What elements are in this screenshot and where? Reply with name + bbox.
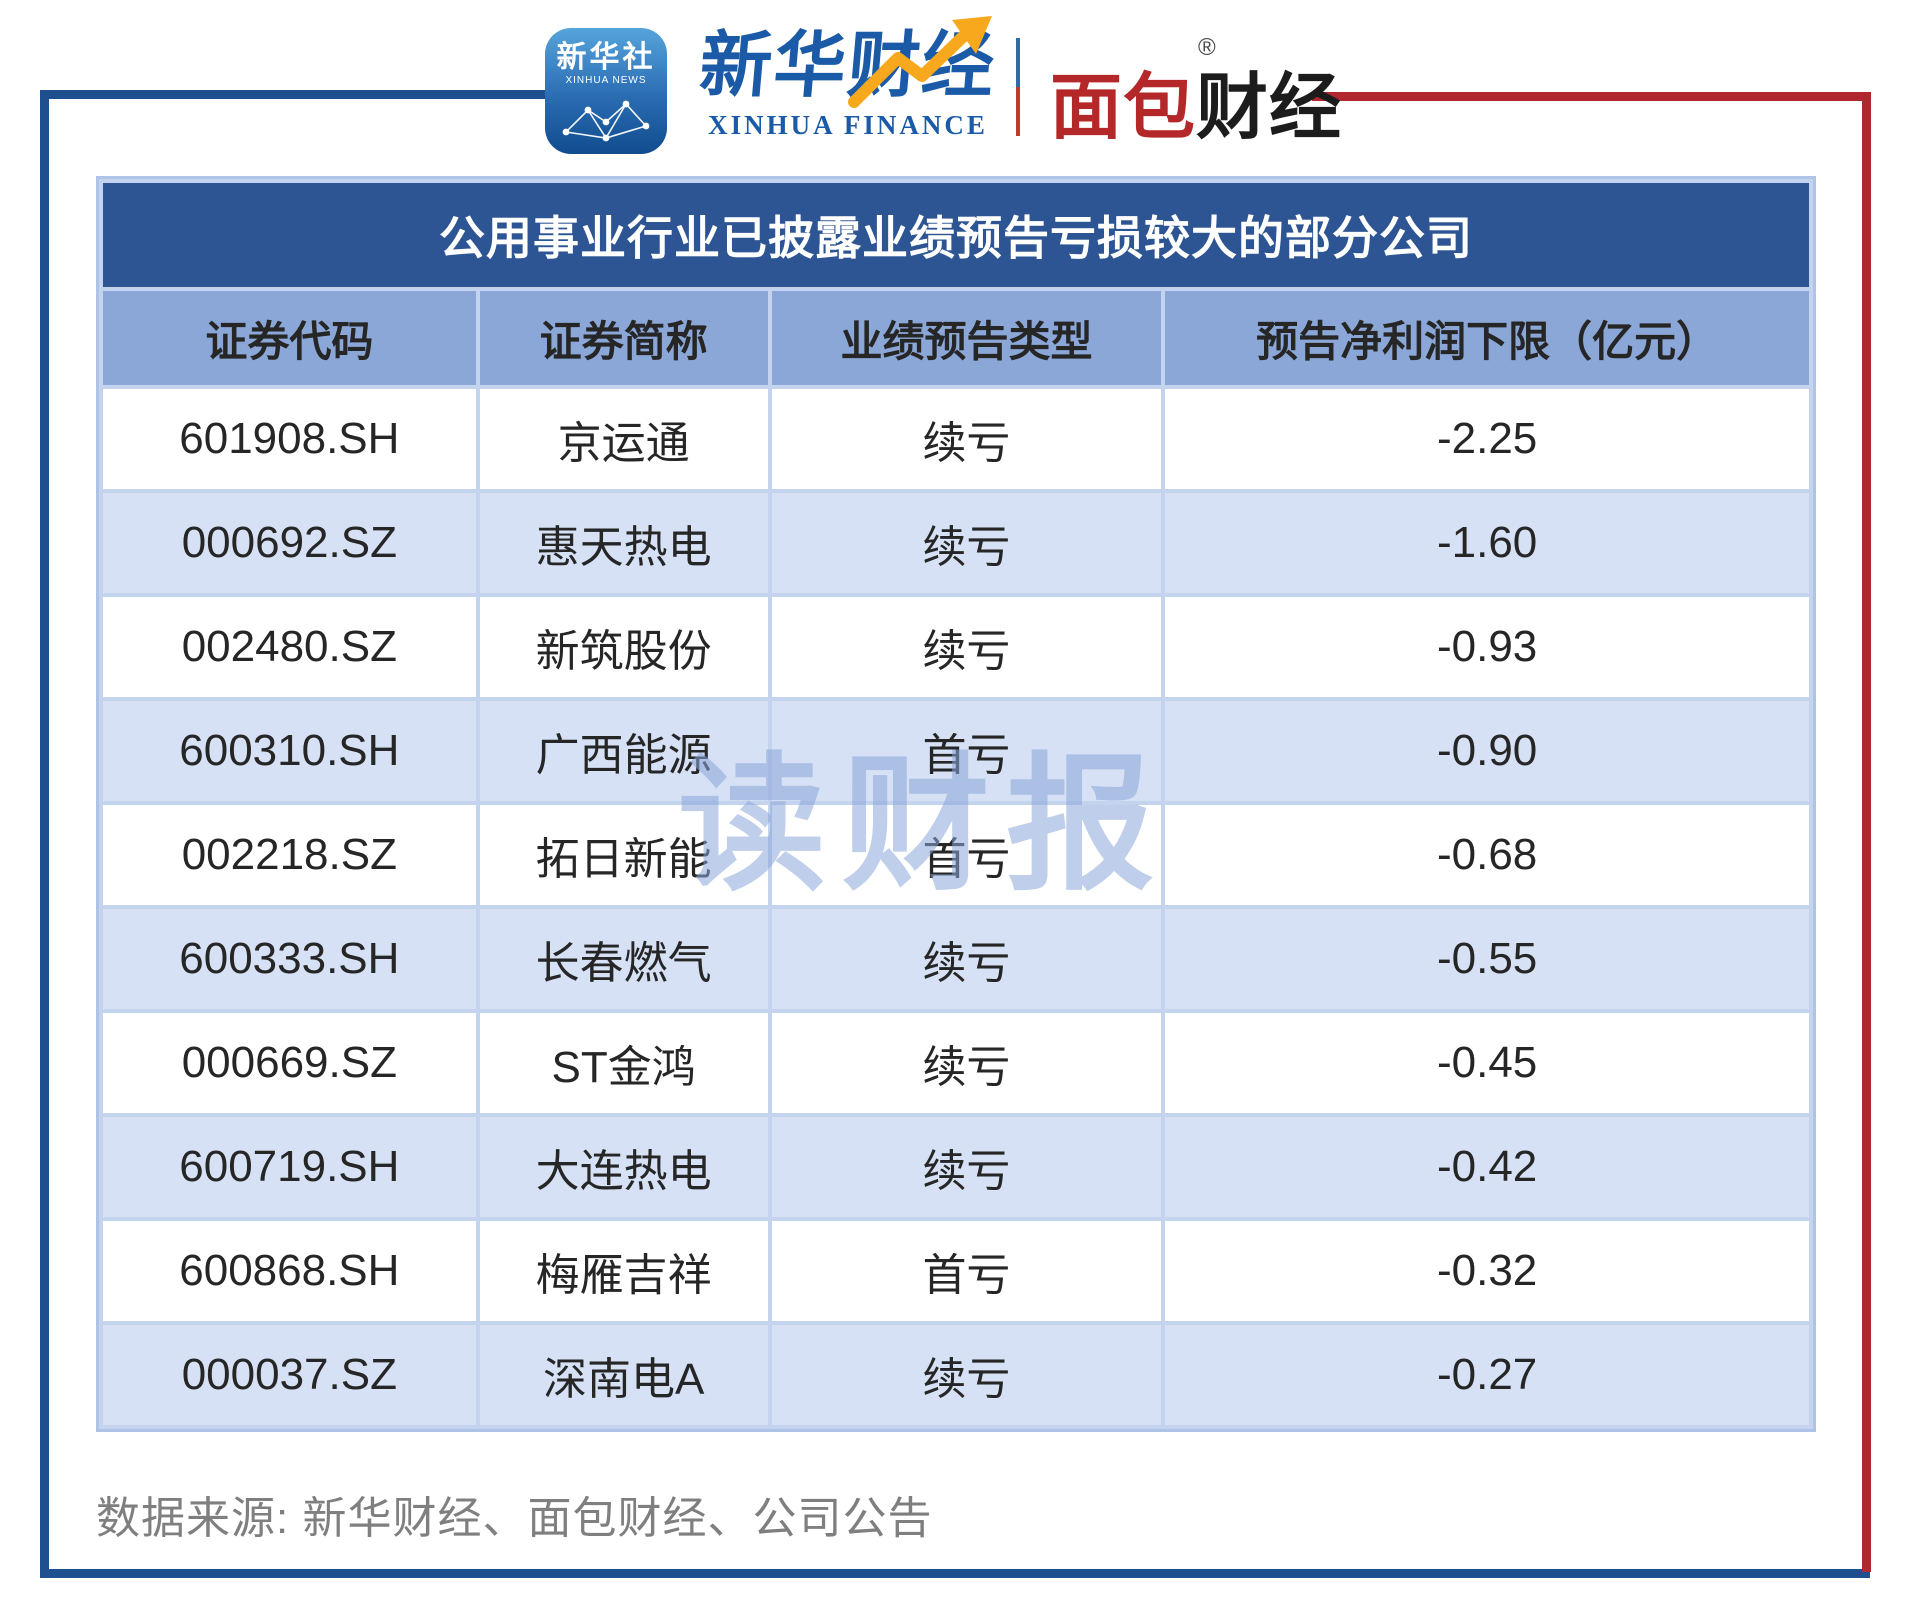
table-cell: -0.55 [1165, 909, 1809, 1009]
column-header: 证券代码 [103, 291, 476, 385]
table-cell: 首亏 [771, 805, 1162, 905]
table-cell: 续亏 [771, 909, 1162, 1009]
network-globe-icon [562, 100, 650, 142]
xinhua-news-app-icon: 新华社 XINHUA NEWS [545, 28, 667, 154]
xinhua-finance-logo: 新华财经 XINHUA FINANCE [688, 16, 1008, 141]
table-cell: 000037.SZ [103, 1325, 476, 1425]
column-header: 预告净利润下限（亿元） [1165, 291, 1809, 385]
column-header: 证券简称 [479, 291, 768, 385]
table-row: 600310.SH 广西能源 首亏 -0.90 [103, 701, 1809, 801]
table-cell: 首亏 [771, 1221, 1162, 1321]
table-cell: 000669.SZ [103, 1013, 476, 1113]
table-cell: -0.93 [1165, 597, 1809, 697]
table-cell: 续亏 [771, 493, 1162, 593]
table-cell: -0.90 [1165, 701, 1809, 801]
table-row: 000692.SZ 惠天热电 续亏 -1.60 [103, 493, 1809, 593]
table-cell: 首亏 [771, 701, 1162, 801]
table-cell: 600868.SH [103, 1221, 476, 1321]
table-cell: 续亏 [771, 1325, 1162, 1425]
table-cell: -0.68 [1165, 805, 1809, 905]
table-row: 601908.SH 京运通 续亏 -2.25 [103, 389, 1809, 489]
table-cell: 600719.SH [103, 1117, 476, 1217]
xinhua-finance-en-wordmark: XINHUA FINANCE [708, 110, 988, 140]
data-source-note: 数据来源: 新华财经、面包财经、公司公告 [96, 1494, 933, 1543]
frame-line-top-left [40, 90, 552, 99]
table-cell: 广西能源 [479, 701, 768, 801]
table-cell: 续亏 [771, 597, 1162, 697]
table-body: 601908.SH 京运通 续亏 -2.25 000692.SZ 惠天热电 续亏 -1.60 0… [103, 389, 1809, 1425]
table-row: 002480.SZ 新筑股份 续亏 -0.93 [103, 597, 1809, 697]
table-cell: -0.42 [1165, 1117, 1809, 1217]
mianbao-black-chars: 财经 [1196, 68, 1343, 148]
table-row: 600868.SH 梅雁吉祥 首亏 -0.32 [103, 1221, 1809, 1321]
table-row: 600333.SH 长春燃气 续亏 -0.55 [103, 909, 1809, 1009]
frame-line-top-right [1312, 92, 1871, 101]
table-cell: -0.45 [1165, 1013, 1809, 1113]
table-row: 000669.SZ ST金鸿 续亏 -0.45 [103, 1013, 1809, 1113]
table-cell: 拓日新能 [479, 805, 768, 905]
table-cell: 600310.SH [103, 701, 476, 801]
frame-line-right [1862, 92, 1871, 1572]
logo-divider-line [1016, 38, 1020, 136]
table-cell: 深南电A [479, 1325, 768, 1425]
frame-line-left [40, 90, 49, 1578]
table-cell: 梅雁吉祥 [479, 1221, 768, 1321]
table-cell: 续亏 [771, 1117, 1162, 1217]
column-header: 业绩预告类型 [771, 291, 1162, 385]
table-row: 002218.SZ 拓日新能 首亏 -0.68 [103, 805, 1809, 905]
table-cell: 600333.SH [103, 909, 476, 1009]
table-cell: 长春燃气 [479, 909, 768, 1009]
table-cell: 京运通 [479, 389, 768, 489]
loss-companies-table: 公用事业行业已披露业绩预告亏损较大的部分公司 证券代码 证券简称 业绩预告类型 预告净… [96, 176, 1816, 1432]
table-cell: 000692.SZ [103, 493, 476, 593]
table-cell: 惠天热电 [479, 493, 768, 593]
table-cell: 大连热电 [479, 1117, 768, 1217]
frame-line-bottom [40, 1569, 1870, 1578]
table-cell: 续亏 [771, 389, 1162, 489]
table-cell: 续亏 [771, 1013, 1162, 1113]
table-header-row: 证券代码 证券简称 业绩预告类型 预告净利润下限（亿元） [103, 291, 1809, 385]
xinhua-news-app-label: 新华社 [556, 41, 656, 74]
xinhua-news-app-sublabel: XINHUA NEWS [565, 75, 647, 86]
xinhua-finance-cn-wordmark: 新华财经 [696, 26, 1000, 106]
table-row: 600719.SH 大连热电 续亏 -0.42 [103, 1117, 1809, 1217]
table-cell: 601908.SH [103, 389, 476, 489]
table-cell: 002218.SZ [103, 805, 476, 905]
table-title-row: 公用事业行业已披露业绩预告亏损较大的部分公司 [103, 183, 1809, 287]
table-cell: ST金鸿 [479, 1013, 768, 1113]
table-cell: -2.25 [1165, 389, 1809, 489]
table-cell: -0.27 [1165, 1325, 1809, 1425]
mianbao-red-chars: 面包 [1050, 68, 1197, 148]
mianbao-finance-logo: 面包财经 ® [1050, 34, 1343, 153]
table-cell: -0.32 [1165, 1221, 1809, 1321]
table-title: 公用事业行业已披露业绩预告亏损较大的部分公司 [103, 183, 1809, 287]
table-cell: -1.60 [1165, 493, 1809, 593]
registered-trademark-icon: ® [1198, 34, 1216, 61]
table-cell: 002480.SZ [103, 597, 476, 697]
table-row: 000037.SZ 深南电A 续亏 -0.27 [103, 1325, 1809, 1425]
table-cell: 新筑股份 [479, 597, 768, 697]
